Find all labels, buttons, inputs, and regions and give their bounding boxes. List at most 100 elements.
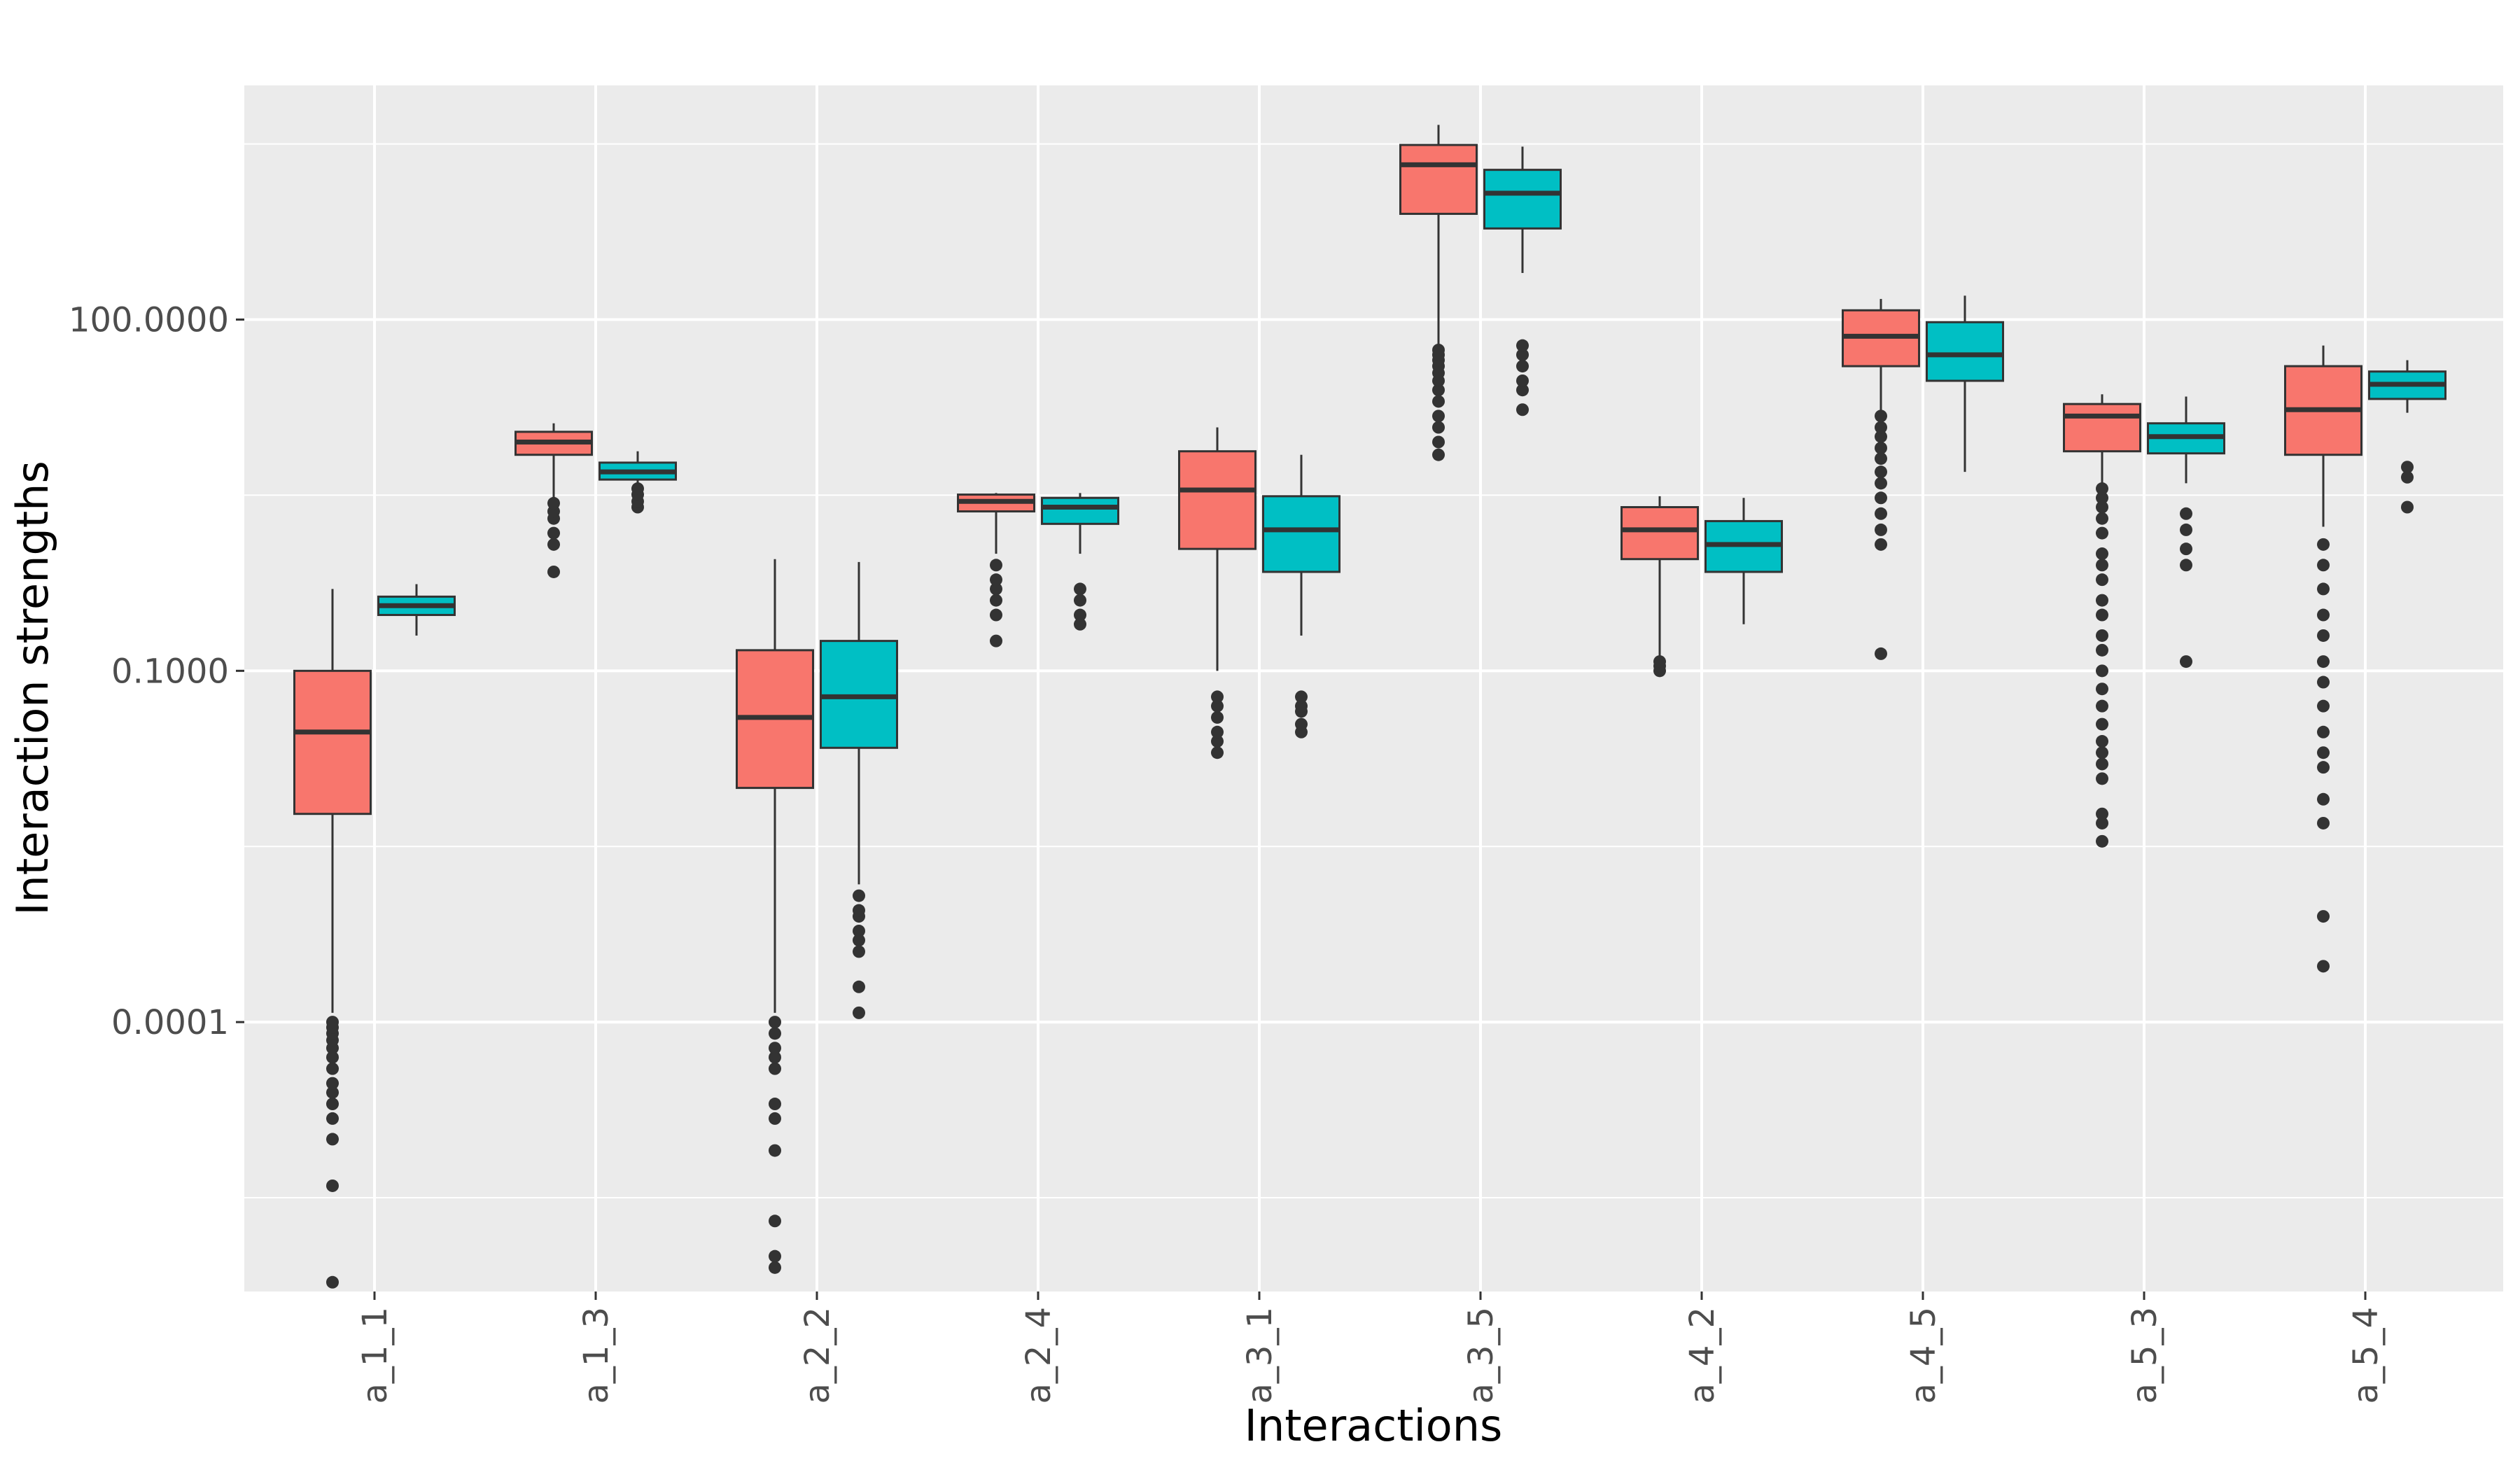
- outlier-point: [2096, 718, 2108, 731]
- x-tick-label: a_5_4: [2346, 1307, 2386, 1404]
- outlier-point: [853, 934, 865, 947]
- box-body: [1399, 144, 1478, 215]
- outlier-point: [769, 1250, 781, 1263]
- outlier-point: [769, 1214, 781, 1228]
- box-body: [2063, 402, 2141, 453]
- outlier-point: [1432, 384, 1445, 397]
- outlier-point: [1432, 410, 1445, 423]
- outlier-point: [1211, 735, 1224, 748]
- outlier-point: [2180, 655, 2192, 668]
- outlier-point: [2317, 960, 2330, 973]
- outlier-point: [326, 1112, 339, 1125]
- box-a_5_3-series-2: [2147, 396, 2225, 668]
- outlier-point: [1432, 395, 1445, 408]
- outlier-point: [2317, 910, 2330, 923]
- outlier-point: [853, 980, 865, 993]
- outlier-point: [1295, 690, 1308, 704]
- outlier-point: [2096, 482, 2108, 496]
- outlier-point: [853, 904, 865, 917]
- x-axis-ticks: a_1_1 a_1_3 a_2_2 a_2_4 a_3_1 a_3_5 a_4_2 a_4_5…: [356, 1292, 2386, 1404]
- outlier-point: [769, 1112, 781, 1125]
- outlier-point: [2317, 792, 2330, 806]
- outlier-point: [326, 1179, 339, 1192]
- outlier-point: [2401, 500, 2414, 514]
- outlier-point: [2096, 594, 2108, 607]
- outlier-point: [1432, 421, 1445, 434]
- outlier-point: [1875, 430, 1887, 443]
- outlier-point: [1211, 690, 1224, 704]
- outlier-point: [990, 582, 1002, 596]
- box-body: [293, 669, 372, 816]
- x-tick-label: a_1_1: [356, 1307, 395, 1404]
- outlier-point: [1432, 448, 1445, 461]
- outlier-point: [2096, 807, 2108, 820]
- outlier-point: [769, 1042, 781, 1055]
- y-tick-label: 0.0001: [111, 1003, 229, 1042]
- outlier-point: [547, 526, 560, 540]
- outlier-point: [547, 496, 560, 510]
- outlier-point: [2096, 699, 2108, 713]
- outlier-point: [1432, 435, 1445, 449]
- outlier-point: [2401, 470, 2414, 484]
- outlier-point: [853, 889, 865, 902]
- outlier-point: [853, 924, 865, 937]
- outlier-point: [1875, 491, 1887, 505]
- outlier-point: [1074, 582, 1086, 596]
- outlier-point: [2317, 582, 2330, 596]
- x-tick-label: a_3_1: [1240, 1307, 1280, 1404]
- outlier-point: [1295, 718, 1308, 731]
- outlier-point: [990, 608, 1002, 622]
- outlier-point: [326, 1098, 339, 1111]
- outlier-point: [2096, 573, 2108, 587]
- box-a_2_2-series-1: [736, 559, 814, 1274]
- outlier-point: [1516, 403, 1529, 416]
- box-a_4_5-series-2: [1926, 295, 2004, 472]
- outlier-point: [547, 565, 560, 578]
- y-axis-title: Interaction strengths: [7, 461, 58, 916]
- box-a_1_1-series-2: [377, 584, 456, 636]
- outlier-point: [1875, 507, 1887, 520]
- outlier-point: [2096, 772, 2108, 785]
- outlier-point: [2317, 699, 2330, 713]
- box-a_2_4-series-1: [957, 493, 1035, 648]
- outlier-point: [990, 559, 1002, 572]
- outlier-point: [1211, 725, 1224, 738]
- outlier-point: [2317, 761, 2330, 774]
- box-a_1_3-series-1: [514, 423, 593, 578]
- outlier-point: [2317, 538, 2330, 551]
- outlier-point: [2096, 757, 2108, 771]
- outlier-point: [2317, 816, 2330, 830]
- outlier-point: [1875, 477, 1887, 490]
- outlier-point: [2317, 559, 2330, 572]
- box-a_3_1-series-2: [1262, 454, 1340, 738]
- outlier-point: [1516, 360, 1529, 373]
- outlier-point: [1074, 608, 1086, 622]
- outlier-point: [2096, 643, 2108, 657]
- outlier-point: [2317, 676, 2330, 689]
- box-body: [1041, 496, 1119, 525]
- outlier-point: [1211, 746, 1224, 760]
- box-a_5_4-series-1: [2284, 345, 2362, 973]
- minor-gridlines: [244, 143, 2503, 1199]
- outlier-point: [2180, 507, 2192, 520]
- outlier-point: [2096, 746, 2108, 760]
- outlier-point: [1875, 523, 1887, 536]
- outlier-point: [1875, 442, 1887, 455]
- box-a_1_1-series-1: [293, 589, 372, 1289]
- x-tick-label: a_4_2: [1683, 1307, 1722, 1404]
- y-tick-label: 100.0000: [69, 301, 229, 340]
- major-gridlines: [244, 85, 2503, 1292]
- outlier-point: [853, 1006, 865, 1019]
- outlier-point: [2180, 523, 2192, 536]
- box-a_4_2-series-1: [1620, 496, 1699, 678]
- outlier-point: [2096, 735, 2108, 748]
- outlier-point: [769, 1062, 781, 1075]
- outlier-point: [1432, 343, 1445, 356]
- outlier-point: [547, 538, 560, 551]
- outlier-point: [1875, 538, 1887, 551]
- outlier-point: [326, 1016, 339, 1029]
- outlier-point: [2096, 608, 2108, 622]
- outlier-point: [769, 1261, 781, 1274]
- outlier-point: [326, 1077, 339, 1090]
